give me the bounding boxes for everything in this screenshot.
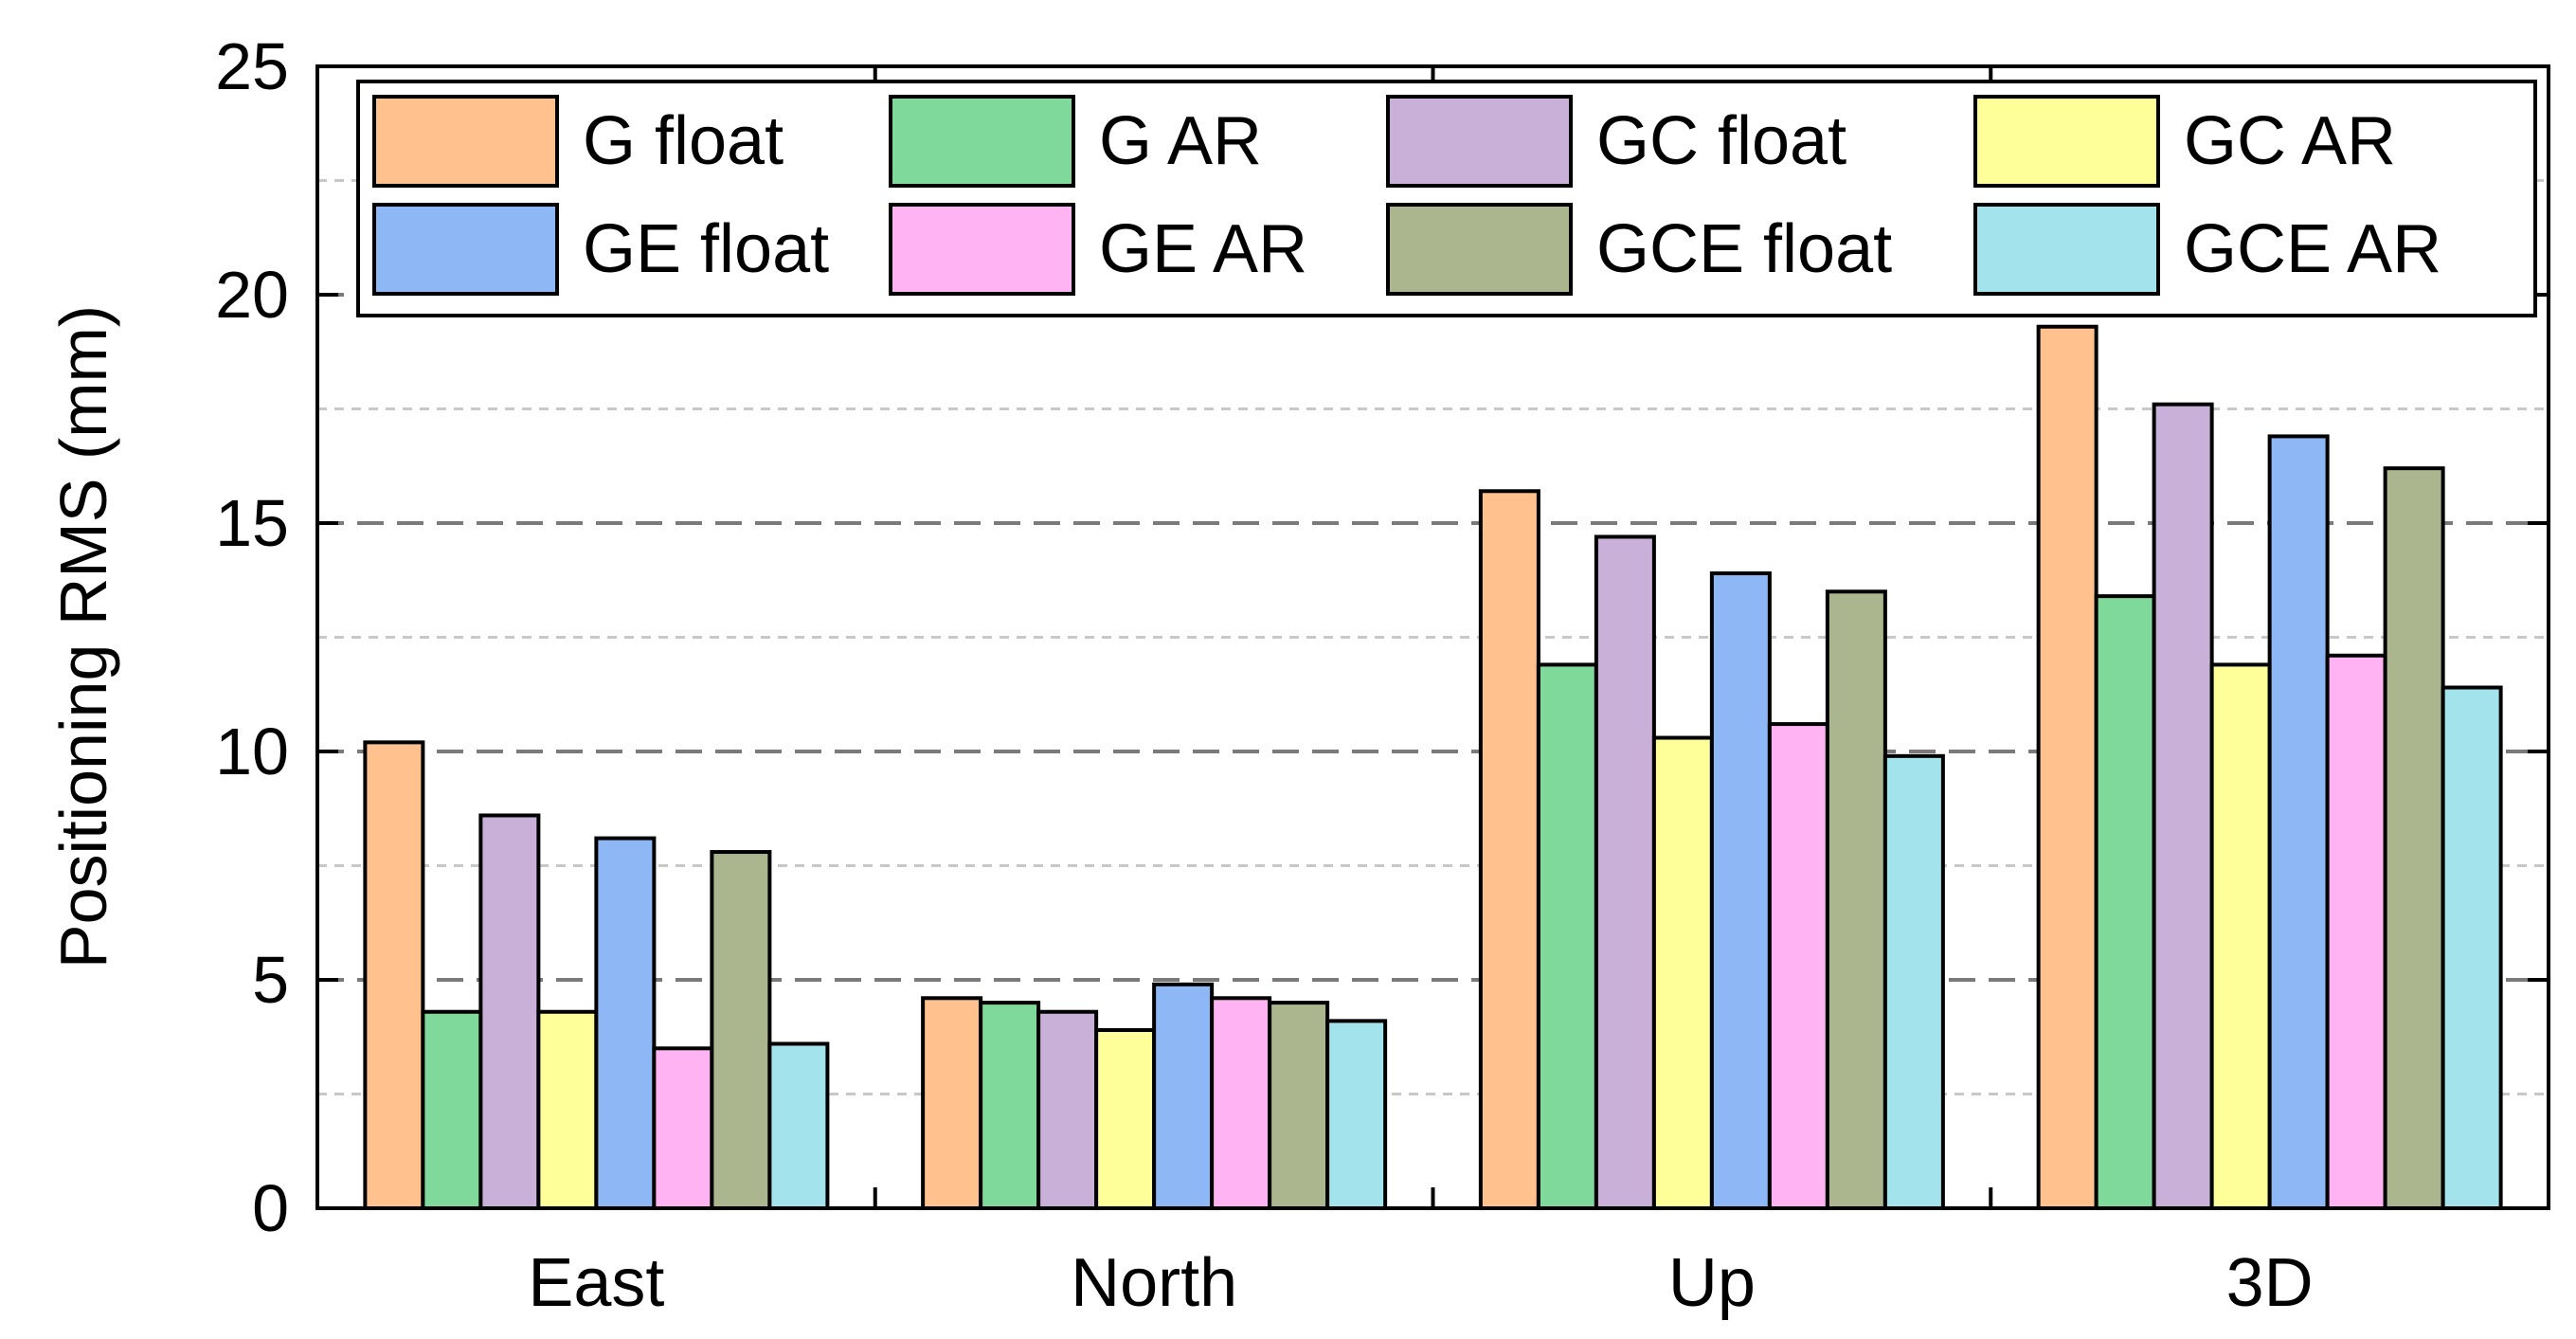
bar-gc-float-north: [1036, 1009, 1099, 1210]
legend-swatch: [1973, 203, 2160, 296]
legend-label: GCE float: [1596, 211, 1892, 287]
x-category-label: East: [528, 1245, 664, 1321]
bar-gce-float-north: [1268, 1001, 1330, 1210]
bar-g-ar-up: [1536, 662, 1598, 1210]
x-category-label: 3D: [2226, 1245, 2314, 1321]
legend-label: GE AR: [1099, 211, 1307, 287]
y-axis-title: Positioning RMS (mm): [46, 305, 120, 968]
bars: [363, 324, 2503, 1211]
bar-gce-ar-3d: [2441, 685, 2503, 1210]
legend-swatch: [1386, 203, 1573, 296]
legend-swatch: [889, 95, 1075, 188]
legend-label: GC float: [1596, 103, 1846, 179]
legend-swatch: [1386, 95, 1573, 188]
legend-swatch: [1973, 95, 2160, 188]
bar-g-ar-east: [421, 1009, 483, 1210]
legend-label: G float: [583, 103, 784, 179]
axes: 0 5 10 15 20 25 East North Up 3D: [215, 29, 2549, 1321]
legend-swatch: [372, 203, 559, 296]
bar-ge-float-3d: [2267, 434, 2330, 1211]
legend-swatch: [372, 95, 559, 188]
bar-gce-ar-up: [1882, 753, 1945, 1210]
legend: G float G AR GC float GC AR GE float GE AR GCE…: [356, 80, 2537, 317]
bar-gce-ar-east: [767, 1041, 830, 1210]
legend-label: GE float: [583, 211, 829, 287]
bar-gce-ar-north: [1325, 1019, 1388, 1210]
bar-gc-ar-up: [1651, 735, 1714, 1210]
legend-swatch: [889, 203, 1075, 296]
bar-ge-float-east: [594, 836, 657, 1211]
bar-gc-float-up: [1594, 534, 1656, 1210]
y-tick-label: 10: [215, 715, 289, 788]
bar-gc-ar-north: [1094, 1028, 1157, 1211]
bar-ge-ar-3d: [2325, 653, 2387, 1210]
bar-g-float-north: [921, 996, 983, 1211]
bar-g-float-east: [363, 740, 425, 1210]
bar-ge-float-up: [1709, 571, 1772, 1210]
legend-label: GC AR: [2184, 103, 2396, 179]
y-tick-label: 25: [215, 29, 289, 103]
y-tick-label: 0: [252, 1171, 289, 1245]
bar-ge-float-north: [1152, 982, 1215, 1210]
bar-gce-float-east: [710, 850, 772, 1210]
x-category-label: North: [1071, 1245, 1237, 1321]
bar-gce-float-up: [1825, 589, 1887, 1210]
bar-ge-ar-east: [652, 1046, 714, 1211]
y-tick-label: 15: [215, 486, 289, 560]
bar-gc-ar-east: [536, 1009, 599, 1210]
y-tick-label: 5: [252, 943, 289, 1017]
y-tick-label: 20: [215, 258, 289, 332]
bar-g-ar-3d: [2094, 594, 2156, 1210]
bar-gc-float-east: [478, 813, 541, 1210]
legend-label: GCE AR: [2184, 211, 2441, 287]
bar-gc-ar-3d: [2209, 662, 2272, 1210]
bar-gc-float-3d: [2152, 402, 2214, 1210]
bar-g-float-3d: [2036, 324, 2099, 1210]
bar-ge-ar-north: [1210, 996, 1272, 1211]
bar-ge-ar-up: [1767, 722, 1829, 1211]
bar-gce-float-3d: [2383, 466, 2445, 1211]
bar-g-ar-north: [979, 1001, 1041, 1210]
x-category-label: Up: [1668, 1245, 1756, 1321]
bar-g-float-up: [1478, 489, 1540, 1210]
legend-label: G AR: [1099, 103, 1262, 179]
